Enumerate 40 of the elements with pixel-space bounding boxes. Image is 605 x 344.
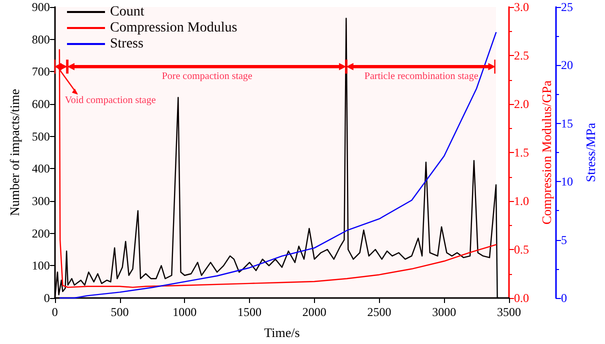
y-tick-label: 0 (44, 291, 50, 305)
y3-axis-title: Stress/MPa (583, 122, 598, 182)
y-tick-label: 300 (32, 194, 50, 208)
y3-tick-label: 0 (561, 291, 567, 305)
y-tick-label: 400 (32, 162, 50, 176)
y2-tick-label: 3.0 (514, 0, 529, 14)
x-tick-label: 2500 (367, 305, 392, 319)
x-tick-label: 1500 (238, 305, 262, 319)
band-label: Void compaction stage (64, 94, 156, 106)
y2-tick-label: 2.0 (514, 97, 529, 111)
y2-tick-label: 1.0 (514, 194, 529, 208)
y3-tick-label: 5 (561, 232, 567, 247)
y-tick-label: 700 (32, 64, 50, 79)
x-tick-label: 3000 (432, 305, 456, 319)
y3-tick-label: 15 (561, 116, 573, 130)
y-tick-label: 800 (32, 32, 50, 46)
y2-tick-label: 2.5 (514, 48, 529, 62)
y2-tick-label: 0.5 (514, 242, 529, 256)
y3-tick-label: 20 (561, 58, 573, 72)
y-tick-label: 100 (32, 258, 50, 273)
band-label: Particle recombination stage (364, 70, 478, 82)
y2-tick-label: 0.0 (514, 291, 529, 305)
x-tick-label: 1000 (172, 305, 197, 319)
y-tick-label: 900 (32, 0, 50, 14)
y3-tick-label: 10 (561, 174, 573, 189)
legend-label: Count (110, 4, 144, 20)
y-tick-label: 600 (32, 97, 50, 111)
y2-tick-label: 1.5 (514, 146, 529, 160)
y-axis-title: Number of impacts/time (7, 88, 22, 216)
x-axis-title: Time/s (264, 325, 300, 340)
legend-label: Stress (110, 36, 144, 52)
legend-label: Compression Modulus (110, 20, 238, 36)
y-tick-label: 200 (32, 226, 50, 240)
x-tick-label: 2000 (302, 305, 326, 319)
x-tick-label: 500 (110, 305, 129, 319)
band-label: Pore compaction stage (162, 70, 252, 82)
y2-axis-title: Compression Modulus/GPa (538, 80, 554, 225)
y-tick-label: 500 (32, 129, 50, 144)
x-tick-label: 3500 (497, 305, 521, 319)
y3-tick-label: 25 (561, 0, 573, 14)
